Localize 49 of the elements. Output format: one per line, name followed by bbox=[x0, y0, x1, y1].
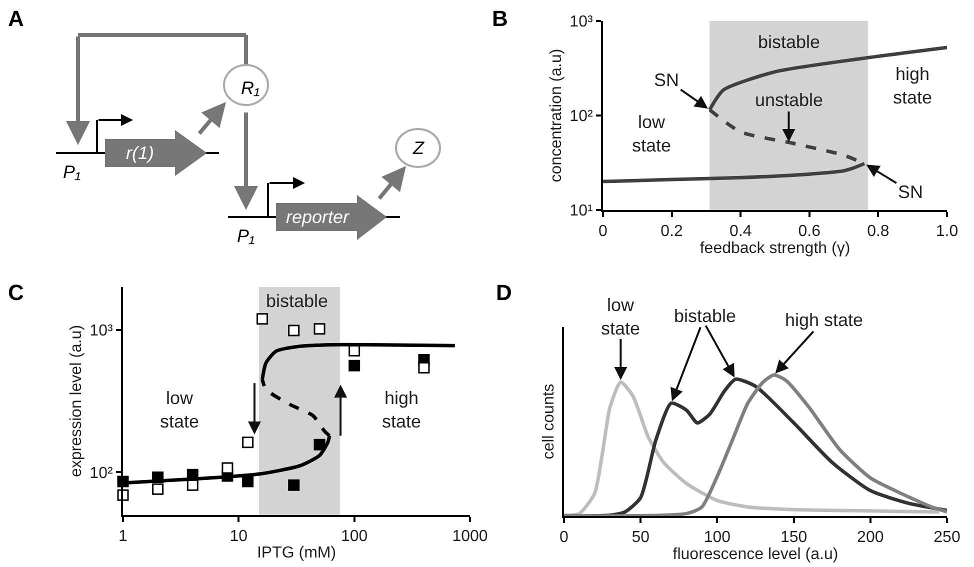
x-tick-label: 1000 bbox=[452, 528, 488, 546]
annotation: bistable bbox=[758, 32, 820, 52]
y-axis-title: concentration (a.u) bbox=[548, 48, 566, 182]
y-tick-label: 10² bbox=[570, 108, 594, 126]
text: reporter bbox=[286, 207, 350, 227]
chart-title: C bbox=[8, 280, 24, 305]
x-tick-label: 200 bbox=[857, 529, 884, 546]
y-tick-label: 10³ bbox=[570, 14, 594, 31]
chart-title: D bbox=[496, 280, 512, 305]
x-tick-label: 250 bbox=[934, 529, 960, 546]
x-axis-title: fluorescence level (a.u) bbox=[672, 546, 838, 564]
annotation: low state bbox=[601, 295, 640, 338]
x-tick-label: 1.0 bbox=[936, 223, 958, 240]
x-tick-label: 100 bbox=[704, 529, 731, 546]
text: r(1) bbox=[126, 143, 154, 163]
x-tick-label: 100 bbox=[340, 528, 368, 546]
annotation: bistable bbox=[266, 291, 328, 311]
annotation: high state bbox=[785, 310, 864, 330]
x-tick-label: 1 bbox=[118, 528, 128, 546]
y-axis-title: expression level (a.u) bbox=[68, 324, 86, 478]
x-tick-label: 150 bbox=[780, 529, 808, 546]
y-axis-title: cell counts bbox=[540, 384, 558, 460]
x-tick-label: 0.6 bbox=[798, 223, 821, 240]
annotation: SN bbox=[898, 182, 924, 202]
text: P₁ bbox=[63, 162, 82, 182]
annotation: bistable bbox=[674, 306, 736, 326]
text: P₁ bbox=[237, 226, 256, 246]
y-tick-label: 10³ bbox=[90, 322, 114, 340]
y-tick-label: 10¹ bbox=[570, 202, 593, 220]
text: A bbox=[8, 6, 24, 31]
text: Z bbox=[412, 138, 425, 158]
annotation: low state bbox=[160, 388, 200, 432]
chart-title: B bbox=[492, 6, 508, 31]
y-tick-label: 10² bbox=[90, 464, 114, 482]
x-tick-label: 50 bbox=[632, 529, 650, 546]
x-axis-title: IPTG (mM) bbox=[256, 544, 336, 562]
x-tick-label: 0.4 bbox=[729, 223, 752, 240]
annotation: high state bbox=[382, 388, 422, 432]
annotation: low state bbox=[632, 112, 672, 156]
x-tick-label: 10 bbox=[230, 528, 248, 546]
x-tick-label: 0 bbox=[598, 223, 608, 240]
annotation: SN bbox=[654, 70, 680, 90]
annotation: unstable bbox=[755, 90, 824, 110]
x-tick-label: 0.8 bbox=[867, 223, 890, 240]
x-axis-title: feedback strength (γ) bbox=[700, 240, 850, 258]
x-tick-label: 0 bbox=[560, 529, 569, 546]
x-tick-label: 0.2 bbox=[660, 223, 684, 240]
text: R₁ bbox=[241, 78, 260, 98]
annotation: high state bbox=[893, 64, 932, 108]
